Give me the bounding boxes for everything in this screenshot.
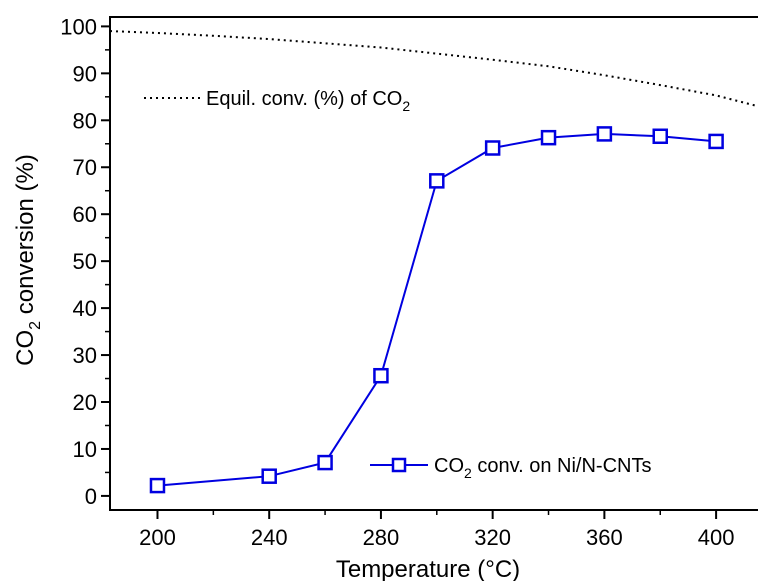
data-point-marker bbox=[429, 173, 445, 189]
ni-ncnts-conversion-line bbox=[157, 132, 717, 487]
data-point-marker bbox=[652, 128, 668, 145]
legend-equilibrium: Equil. conv. (%) of CO2 bbox=[144, 88, 410, 114]
data-point-marker bbox=[317, 454, 333, 471]
x-tick-label: 320 bbox=[474, 525, 511, 550]
legend-ni-ncnts-label: CO2 conv. on Ni/N-CNTs bbox=[434, 455, 651, 481]
x-tick-label: 200 bbox=[139, 525, 176, 550]
legend-square-marker bbox=[391, 457, 407, 473]
data-point-marker bbox=[484, 140, 501, 156]
y-tick-label: 50 bbox=[73, 249, 97, 274]
y-tick-label: 70 bbox=[73, 155, 97, 180]
y-tick-label: 10 bbox=[73, 437, 97, 462]
x-axis-label: Temperature (°C) bbox=[336, 556, 520, 581]
axes bbox=[109, 16, 758, 511]
equilibrium-conversion-line bbox=[109, 30, 758, 108]
data-point-marker bbox=[596, 126, 613, 142]
y-axis-ticks: 0 10 20 30 40 50 60 70 80 90 100 bbox=[60, 14, 110, 509]
x-tick-label: 400 bbox=[698, 525, 735, 550]
data-point-marker bbox=[373, 367, 389, 384]
legend-ni-ncnts: CO2 conv. on Ni/N-CNTs bbox=[370, 455, 651, 481]
x-tick-label: 240 bbox=[251, 525, 288, 550]
y-tick-label: 20 bbox=[73, 390, 97, 415]
y-tick-label: 80 bbox=[73, 108, 97, 133]
y-tick-label: 100 bbox=[60, 14, 97, 39]
y-tick-label: 90 bbox=[73, 61, 97, 86]
y-tick-label: 60 bbox=[73, 202, 97, 227]
data-point-marker bbox=[708, 133, 724, 150]
x-tick-label: 280 bbox=[363, 525, 400, 550]
y-tick-label: 40 bbox=[73, 296, 97, 321]
data-point-marker bbox=[540, 129, 557, 146]
y-tick-label: 0 bbox=[85, 484, 97, 509]
y-axis-label: CO2 conversion (%) bbox=[12, 154, 44, 366]
data-point-marker bbox=[261, 468, 277, 484]
x-tick-label: 360 bbox=[586, 525, 623, 550]
y-tick-label: 30 bbox=[73, 343, 97, 368]
data-point-marker bbox=[149, 477, 166, 494]
equilibrium-conversion-series bbox=[109, 30, 758, 108]
ni-ncnts-conversion-series bbox=[149, 126, 724, 494]
legend-equilibrium-label: Equil. conv. (%) of CO2 bbox=[206, 88, 410, 114]
x-axis-ticks: 200 240 280 320 360 400 bbox=[139, 510, 734, 550]
